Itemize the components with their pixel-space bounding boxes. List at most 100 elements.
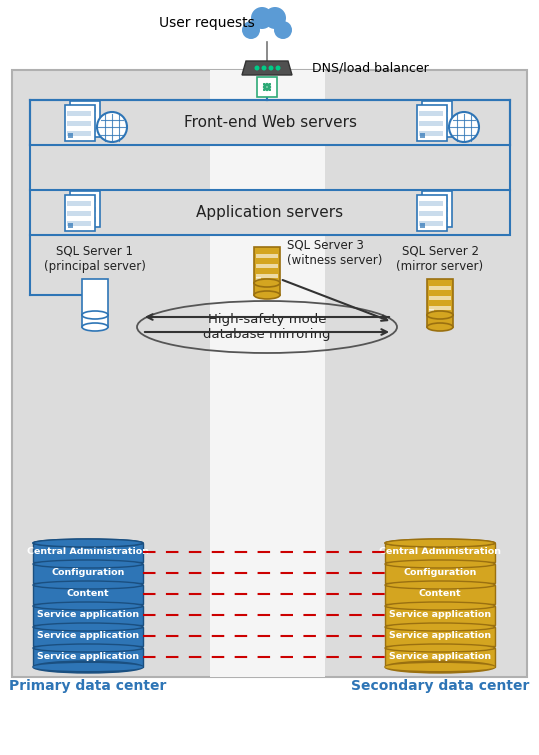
Bar [257, 77, 277, 97]
Ellipse shape [385, 602, 495, 610]
Ellipse shape [385, 581, 495, 589]
Bar [210, 70, 325, 677]
Bar [385, 648, 495, 667]
Bar [424, 117, 448, 122]
Circle shape [274, 21, 292, 39]
Bar [67, 221, 91, 226]
Bar [84, 309, 89, 313]
Circle shape [254, 66, 259, 70]
Ellipse shape [385, 539, 495, 547]
Bar [429, 306, 451, 310]
Bar [419, 131, 443, 136]
Ellipse shape [385, 560, 495, 568]
Text: Service application: Service application [389, 631, 491, 640]
Ellipse shape [385, 539, 495, 547]
Text: Configuration: Configuration [51, 568, 125, 577]
Ellipse shape [385, 663, 495, 671]
Bar [429, 296, 451, 300]
Bar [256, 254, 278, 258]
Bar [385, 585, 495, 604]
Bar [422, 191, 452, 227]
Ellipse shape [33, 623, 143, 631]
Bar [30, 100, 510, 145]
Text: SQL Server 1
(principal server): SQL Server 1 (principal server) [44, 245, 146, 273]
Bar [256, 277, 261, 281]
Bar [254, 247, 280, 283]
Circle shape [97, 112, 127, 142]
Bar [385, 606, 495, 625]
Bar [385, 627, 495, 646]
Text: Service application: Service application [37, 652, 139, 661]
Ellipse shape [33, 644, 143, 652]
Text: Central Administration: Central Administration [379, 547, 501, 556]
Text: Configuration: Configuration [403, 568, 476, 577]
Bar [72, 197, 96, 202]
Bar [419, 211, 443, 216]
Ellipse shape [33, 602, 143, 610]
Text: User requests: User requests [159, 16, 255, 30]
Bar [385, 543, 495, 562]
Ellipse shape [33, 581, 143, 589]
Ellipse shape [33, 661, 143, 673]
Bar [385, 564, 495, 583]
Circle shape [268, 66, 273, 70]
Bar [427, 315, 453, 327]
Text: Service application: Service application [389, 610, 491, 619]
Bar [33, 648, 143, 667]
Bar [72, 127, 96, 132]
Text: Service application: Service application [389, 652, 491, 661]
Bar [419, 111, 443, 116]
Bar [82, 315, 108, 327]
Ellipse shape [82, 311, 108, 319]
Bar [429, 309, 434, 313]
Circle shape [261, 66, 266, 70]
Ellipse shape [254, 279, 280, 287]
Bar [84, 296, 106, 300]
Bar [82, 279, 108, 315]
Ellipse shape [427, 311, 453, 319]
Bar [70, 101, 100, 137]
Bar [65, 195, 95, 231]
Bar [84, 306, 106, 310]
Bar [417, 195, 447, 231]
Ellipse shape [82, 323, 108, 331]
Bar [256, 264, 278, 268]
Text: High-safety mode
database mirroring: High-safety mode database mirroring [203, 313, 331, 341]
Ellipse shape [385, 661, 495, 673]
Bar [67, 121, 91, 126]
Bar [72, 217, 96, 222]
Bar [84, 286, 106, 290]
Bar [424, 197, 448, 202]
Ellipse shape [427, 323, 453, 331]
Ellipse shape [33, 539, 143, 547]
Bar [67, 111, 91, 116]
Bar [72, 107, 96, 112]
Bar [70, 191, 100, 227]
Text: Content: Content [419, 589, 461, 598]
Bar [67, 211, 91, 216]
Bar [420, 133, 425, 138]
Bar [420, 223, 425, 228]
Circle shape [264, 7, 286, 29]
Ellipse shape [385, 623, 495, 631]
Ellipse shape [33, 560, 143, 568]
Bar [72, 207, 96, 212]
Bar [65, 105, 95, 141]
Bar [67, 201, 91, 206]
Bar [429, 286, 451, 290]
Bar [33, 564, 143, 583]
Text: DNS/load balancer: DNS/load balancer [312, 61, 429, 75]
Text: Content: Content [67, 589, 109, 598]
Bar [12, 70, 527, 677]
Bar [424, 107, 448, 112]
Bar [67, 131, 91, 136]
Bar [68, 133, 73, 138]
Text: Front-end Web servers: Front-end Web servers [183, 115, 356, 130]
Bar [33, 627, 143, 646]
Bar [68, 223, 73, 228]
Ellipse shape [33, 663, 143, 671]
Text: Service application: Service application [37, 631, 139, 640]
Bar [33, 543, 143, 562]
Text: Application servers: Application servers [196, 205, 343, 220]
Bar [254, 283, 280, 295]
